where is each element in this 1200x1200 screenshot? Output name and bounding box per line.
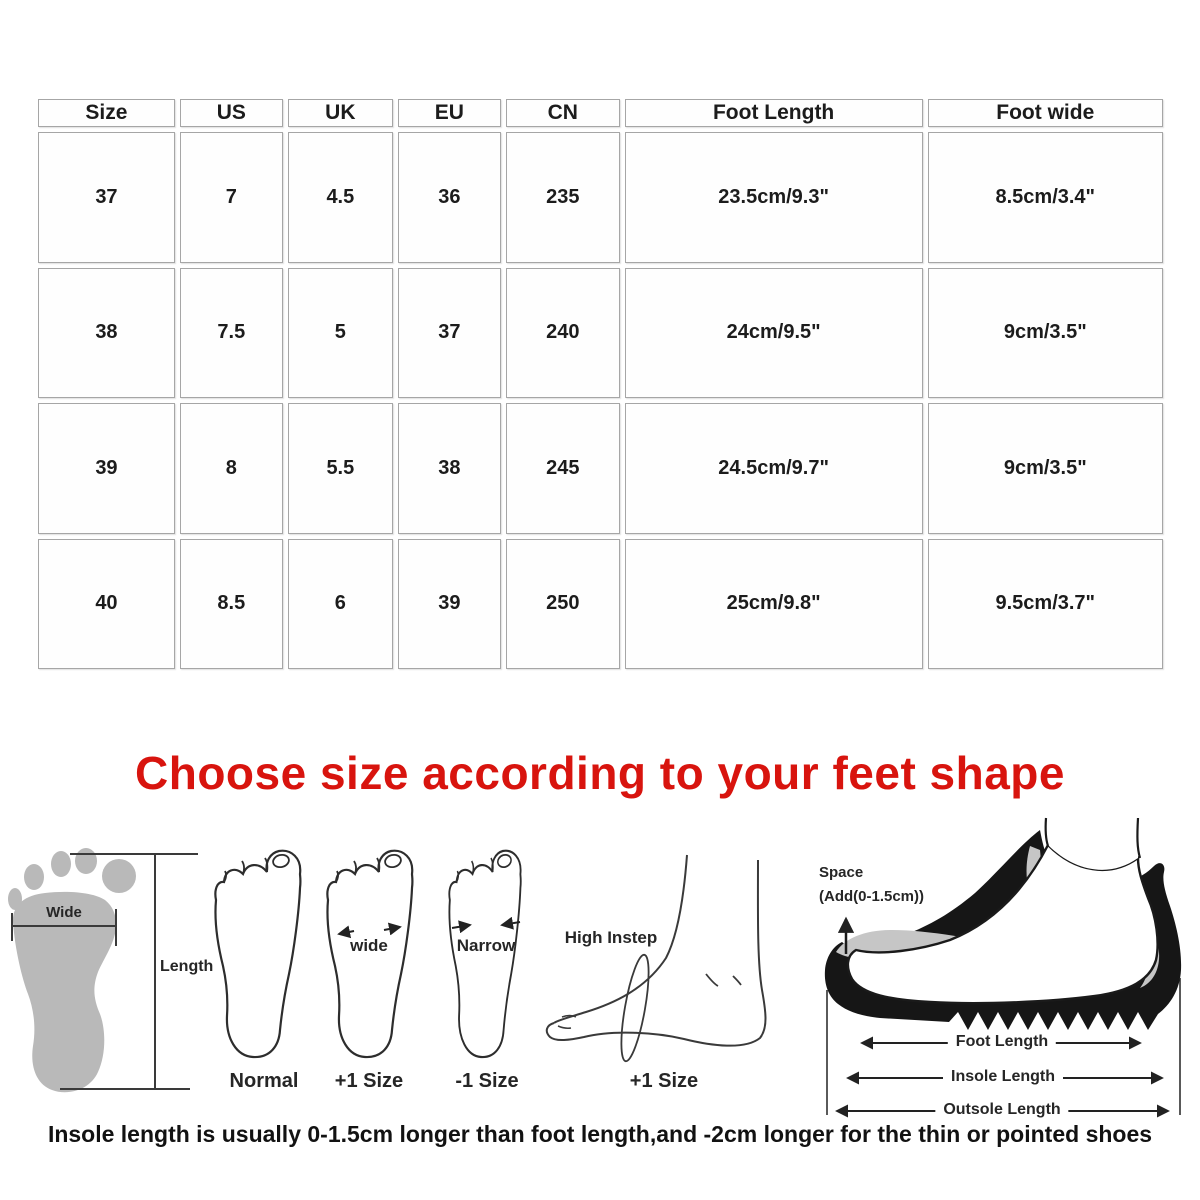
eu-cell: 38: [397, 403, 501, 534]
size-cell: 37: [38, 132, 175, 263]
cn-cell: 235: [505, 132, 620, 263]
uk-cell: 6: [287, 538, 393, 669]
foot-length-dimension-label: Foot Length: [947, 1033, 1057, 1051]
cn-cell: 245: [505, 403, 620, 534]
shoe-diagram: [824, 817, 1182, 1030]
us-cell: 7.5: [179, 267, 283, 398]
size-cell: 38: [38, 267, 175, 398]
foot-length-cell: 25cm/9.8": [624, 538, 923, 669]
foot-wide-cell: 9cm/3.5": [927, 267, 1163, 398]
wide-measure-label: Wide: [46, 904, 82, 921]
outsole-length-dimension-label: Outsole Length: [935, 1101, 1069, 1119]
column-header-eu: EU: [397, 99, 501, 127]
column-header-foot-wide: Foot wide: [927, 99, 1163, 127]
uk-cell: 5.5: [287, 403, 393, 534]
normal-foot-label: Normal: [229, 1070, 299, 1092]
foot-wide-cell: 8.5cm/3.4": [927, 132, 1163, 263]
column-header-foot-length: Foot Length: [624, 99, 923, 127]
size-table: Size US UK EU CN Foot Length Foot wide 3…: [33, 94, 1168, 674]
column-header-size: Size: [38, 99, 175, 127]
narrow-foot-note: Narrow: [456, 936, 516, 955]
us-cell: 7: [179, 132, 283, 263]
cn-cell: 240: [505, 267, 620, 398]
size-cell: 39: [38, 403, 175, 534]
narrow-foot-size-label: -1 Size: [455, 1070, 519, 1092]
foot-wide-cell: 9.5cm/3.7": [927, 538, 1163, 669]
us-cell: 8: [179, 403, 283, 534]
table-row: 37 7 4.5 36 235 23.5cm/9.3" 8.5cm/3.4": [38, 132, 1163, 263]
column-header-cn: CN: [505, 99, 620, 127]
page-title: Choose size according to your feet shape: [135, 747, 1065, 799]
wide-foot-size-label: +1 Size: [334, 1070, 404, 1092]
shoe-silhouette: [824, 830, 1182, 1030]
foot-length-cell: 23.5cm/9.3": [624, 132, 923, 263]
table-header-row: Size US UK EU CN Foot Length Foot wide: [38, 99, 1163, 127]
insole-length-dimension-label: Insole Length: [943, 1068, 1063, 1086]
foot-in-shoe: [846, 842, 1159, 1005]
space-note: (Add(0-1.5cm)): [819, 888, 925, 905]
size-cell: 40: [38, 538, 175, 669]
foot-length-cell: 24.5cm/9.7": [624, 403, 923, 534]
ankle-leg: [1046, 818, 1138, 870]
length-measure-label: Length: [160, 958, 214, 975]
foot-wide-cell: 9cm/3.5": [927, 403, 1163, 534]
cn-cell: 250: [505, 538, 620, 669]
column-header-us: US: [179, 99, 283, 127]
space-label: Space: [819, 864, 864, 881]
foot-outline-normal: [214, 849, 302, 1059]
high-instep-size-label: +1 Size: [629, 1070, 699, 1092]
table-row: 38 7.5 5 37 240 24cm/9.5" 9cm/3.5": [38, 267, 1163, 398]
eu-cell: 39: [397, 538, 501, 669]
us-cell: 8.5: [179, 538, 283, 669]
table-row: 39 8 5.5 38 245 24.5cm/9.7" 9cm/3.5": [38, 403, 1163, 534]
foot-length-cell: 24cm/9.5": [624, 267, 923, 398]
high-instep-diagram: [545, 854, 767, 1063]
insole-space-area: [836, 930, 1020, 963]
column-header-uk: UK: [287, 99, 393, 127]
wide-foot-note: wide: [350, 936, 388, 955]
footnote: Insole length is usually 0-1.5cm longer …: [47, 1121, 1153, 1147]
eu-cell: 36: [397, 132, 501, 263]
table-row: 40 8.5 6 39 250 25cm/9.8" 9.5cm/3.7": [38, 538, 1163, 669]
uk-cell: 4.5: [287, 132, 393, 263]
high-instep-note: High Instep: [564, 928, 658, 947]
uk-cell: 5: [287, 267, 393, 398]
eu-cell: 37: [397, 267, 501, 398]
